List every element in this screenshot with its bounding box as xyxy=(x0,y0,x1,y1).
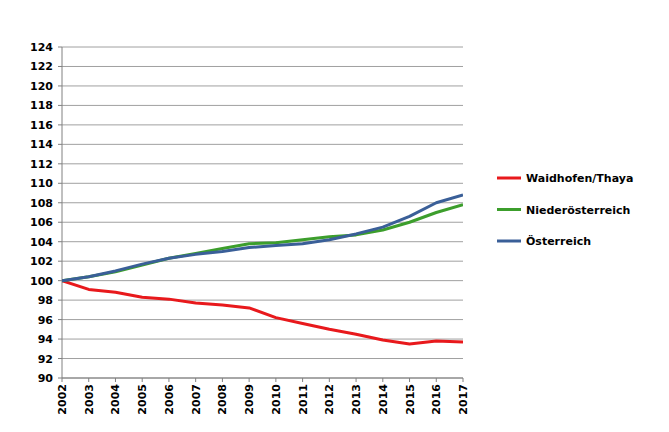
legend: Waidhofen/Thaya Niederösterreich Österreic… xyxy=(497,172,633,248)
y-tick-label: 118 xyxy=(30,99,53,112)
legend-label: Niederösterreich xyxy=(526,204,630,217)
y-tick-label: 122 xyxy=(30,60,53,73)
legend-swatch xyxy=(497,240,521,243)
y-tick xyxy=(58,280,62,281)
x-tick-label: 2010 xyxy=(270,384,283,415)
x-tick-label: 2014 xyxy=(377,384,390,415)
legend-swatch xyxy=(497,177,521,180)
grid-line xyxy=(62,144,463,145)
grid-line xyxy=(62,124,463,125)
y-tick-label: 98 xyxy=(38,294,53,307)
grid-line xyxy=(62,280,463,281)
grid-line xyxy=(62,358,463,359)
x-tick-label: 2003 xyxy=(83,384,96,415)
y-tick xyxy=(58,105,62,106)
x-tick-label: 2009 xyxy=(243,384,256,415)
lines xyxy=(62,195,463,344)
y-tick xyxy=(58,202,62,203)
y-tick-label: 114 xyxy=(30,138,53,151)
grid-line xyxy=(62,339,463,340)
y-tick xyxy=(58,339,62,340)
grid-line xyxy=(62,300,463,301)
y-tick xyxy=(58,300,62,301)
legend-label: Waidhofen/Thaya xyxy=(526,172,633,185)
x-tick-label: 2013 xyxy=(350,384,363,415)
x-tick xyxy=(195,378,196,382)
y-tick-label: 120 xyxy=(30,80,53,93)
grid-line xyxy=(62,319,463,320)
grid-line xyxy=(62,66,463,67)
x-tick xyxy=(62,378,63,382)
x-tick-label: 2006 xyxy=(163,384,176,415)
series-line xyxy=(62,195,463,281)
grid-line xyxy=(62,261,463,262)
x-tick xyxy=(275,378,276,382)
x-tick xyxy=(88,378,89,382)
y-tick xyxy=(58,378,62,379)
x-tick-label: 2017 xyxy=(457,384,470,415)
x-tick-label: 2011 xyxy=(297,384,310,415)
grid-line xyxy=(62,47,463,48)
y-tick-label: 108 xyxy=(30,197,53,210)
x-tick-label: 2007 xyxy=(190,384,203,415)
grid-line xyxy=(62,378,463,379)
y-tick xyxy=(58,163,62,164)
y-tick-label: 106 xyxy=(30,216,53,229)
y-tick xyxy=(58,241,62,242)
x-tick-label: 2008 xyxy=(216,384,229,415)
x-tick-label: 2005 xyxy=(136,384,149,415)
x-tick xyxy=(142,378,143,382)
legend-label: Österreich xyxy=(526,234,591,248)
y-tick-label: 104 xyxy=(30,236,53,249)
y-axis xyxy=(62,47,63,378)
y-tick-label: 96 xyxy=(38,314,54,327)
x-tick-label: 2015 xyxy=(404,384,417,415)
grid-line xyxy=(62,202,463,203)
x-tick xyxy=(409,378,410,382)
grid-line xyxy=(62,222,463,223)
series-line xyxy=(62,281,463,344)
x-tick xyxy=(356,378,357,382)
x-tick xyxy=(382,378,383,382)
grid xyxy=(58,47,463,378)
legend-swatch xyxy=(497,208,521,211)
y-tick xyxy=(58,144,62,145)
x-tick-label: 2012 xyxy=(323,384,336,415)
grid-line xyxy=(62,85,463,86)
grid-line xyxy=(62,105,463,106)
chart: 90 92 94 96 98 100 102 104 106 108 110 112 114 116 118… xyxy=(0,0,669,432)
x-tick-label: 2002 xyxy=(56,384,69,415)
y-tick xyxy=(58,222,62,223)
grid-line xyxy=(62,183,463,184)
x-tick xyxy=(302,378,303,382)
x-tick xyxy=(436,378,437,382)
y-tick xyxy=(58,66,62,67)
x-tick xyxy=(329,378,330,382)
y-tick-label: 124 xyxy=(30,41,53,54)
y-tick-label: 100 xyxy=(30,275,53,288)
y-tick-label: 90 xyxy=(38,372,54,385)
x-tick xyxy=(168,378,169,382)
y-tick xyxy=(58,261,62,262)
x-tick xyxy=(463,378,464,382)
y-tick xyxy=(58,124,62,125)
x-axis xyxy=(62,378,463,379)
grid-line xyxy=(62,163,463,164)
y-tick-label: 92 xyxy=(38,353,53,366)
y-tick xyxy=(58,319,62,320)
y-tick xyxy=(58,183,62,184)
y-tick-label: 94 xyxy=(38,333,54,346)
y-tick xyxy=(58,47,62,48)
y-tick-label: 102 xyxy=(30,255,53,268)
x-tick xyxy=(222,378,223,382)
x-tick xyxy=(249,378,250,382)
x-tick-label: 2004 xyxy=(109,384,122,415)
y-tick xyxy=(58,358,62,359)
y-tick-label: 112 xyxy=(30,158,53,171)
y-tick xyxy=(58,85,62,86)
y-tick-label: 110 xyxy=(30,177,53,190)
x-tick-label: 2016 xyxy=(430,384,443,415)
y-tick-label: 116 xyxy=(30,119,53,132)
x-tick xyxy=(115,378,116,382)
